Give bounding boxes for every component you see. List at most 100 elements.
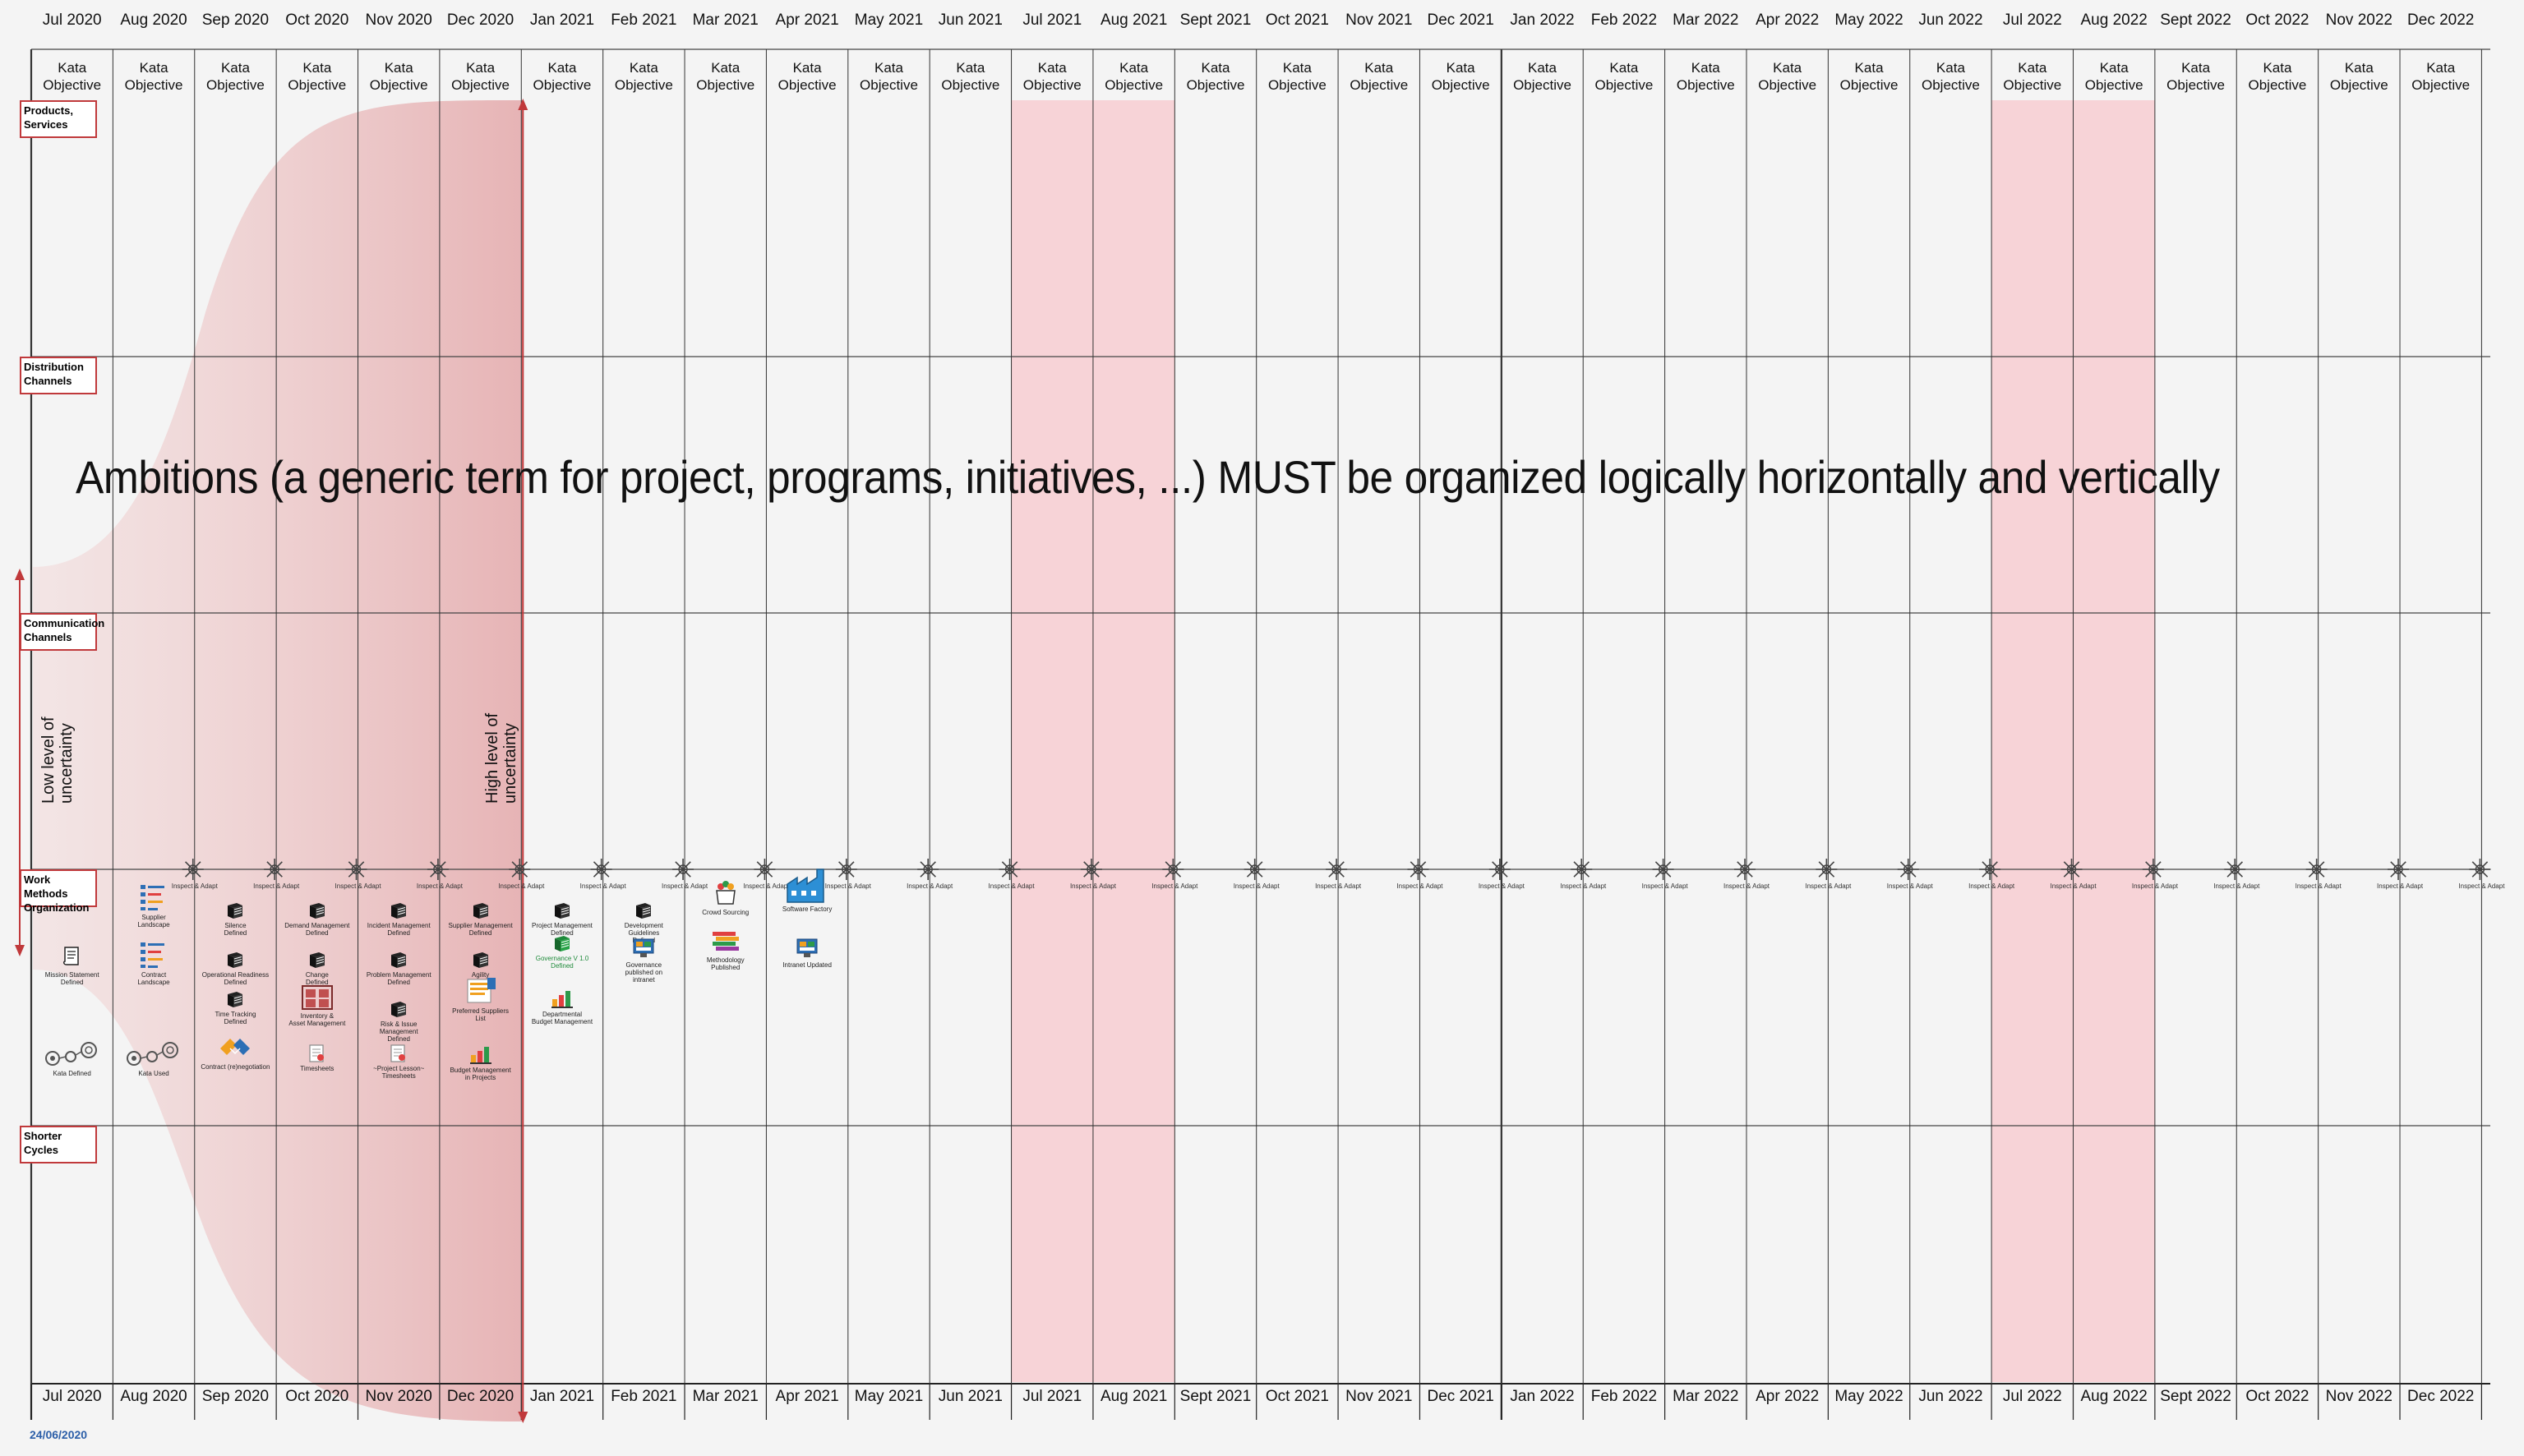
book-icon (225, 951, 245, 974)
milestone-label: Budget Management in Projects (450, 1067, 511, 1081)
inspect-adapt-icon (2305, 859, 2328, 880)
row-label: Products, Services (20, 100, 97, 138)
book-icon (389, 951, 408, 974)
month-header: Nov 2021 (1345, 12, 1413, 29)
milestone-label: Time Tracking Defined (215, 1011, 256, 1025)
kata-objective: Kata Objective (2166, 60, 2225, 93)
row-label: Communication Channels (20, 613, 104, 651)
inspect-adapt-label: Inspect & Adapt (662, 882, 708, 890)
month-header: Jan 2022 (1510, 12, 1575, 29)
month-footer: Aug 2022 (2080, 1388, 2148, 1405)
month-footer: May 2022 (1834, 1388, 1903, 1405)
month-footer: Jul 2022 (2002, 1388, 2062, 1405)
kata-objective: Kata Objective (2248, 60, 2307, 93)
month-footer: Jul 2021 (1022, 1388, 1082, 1405)
inspect-adapt-label: Inspect & Adapt (2458, 882, 2505, 890)
month-header: Aug 2022 (2080, 12, 2148, 29)
month-footer: Jan 2022 (1510, 1388, 1575, 1405)
inspect-adapt-label: Inspect & Adapt (2131, 882, 2178, 890)
inspect-adapt-icon (1326, 859, 1348, 880)
milestone-label: Risk & Issue Management Defined (379, 1021, 418, 1043)
month-header: Dec 2021 (1427, 12, 1494, 29)
month-header: Nov 2020 (365, 12, 432, 29)
inspect-adapt-icon (1162, 859, 1184, 880)
milestone-label: Departmental Budget Management (531, 1011, 593, 1025)
highlight-column (1011, 100, 1093, 1382)
month-footer: May 2021 (854, 1388, 924, 1405)
month-header: Feb 2021 (611, 12, 677, 29)
kata-objective: Kata Objective (696, 60, 755, 93)
inspect-adapt-icon (1080, 859, 1102, 880)
kata-objective: Kata Objective (1105, 60, 1164, 93)
kata-objective: Kata Objective (43, 60, 102, 93)
month-header: Oct 2022 (2245, 12, 2309, 29)
inspect-adapt-icon (590, 859, 612, 880)
inspect-adapt-icon (1816, 859, 1838, 880)
kata-objective: Kata Objective (1594, 60, 1654, 93)
kata-objective: Kata Objective (1022, 60, 1082, 93)
month-footer: Nov 2020 (365, 1388, 432, 1405)
inspect-adapt-icon (1897, 859, 1919, 880)
inspect-adapt-icon (917, 859, 939, 880)
book-icon (552, 902, 572, 924)
book-icon (389, 1001, 408, 1023)
low-uncertainty-label: Low level of uncertainty (39, 716, 76, 804)
row-label: Shorter Cycles (20, 1126, 97, 1163)
timesheet-icon (389, 1044, 408, 1067)
inspect-adapt-label: Inspect & Adapt (1805, 882, 1852, 890)
kata-objective: Kata Objective (2329, 60, 2388, 93)
inspect-adapt-icon (999, 859, 1021, 880)
month-header: Jun 2021 (938, 12, 1003, 29)
list-icon (463, 976, 499, 1010)
inspect-adapt-icon (835, 859, 857, 880)
inspect-adapt-label: Inspect & Adapt (1723, 882, 1770, 890)
kata-objective: Kata Objective (533, 60, 592, 93)
checklist-icon (137, 940, 170, 974)
inspect-adapt-label: Inspect & Adapt (1315, 882, 1362, 890)
month-header: Apr 2021 (775, 12, 839, 29)
milestone-label: Operational Readiness Defined (201, 971, 270, 986)
highlight-column (1092, 100, 1175, 1382)
kata-objective: Kata Objective (1676, 60, 1735, 93)
month-header: Oct 2021 (1265, 12, 1329, 29)
inspect-adapt-icon (1488, 859, 1511, 880)
book-icon (225, 991, 245, 1013)
kata-objective: Kata Objective (369, 60, 428, 93)
month-footer: Dec 2020 (446, 1388, 514, 1405)
month-header: Mar 2021 (692, 12, 759, 29)
inspect-adapt-label: Inspect & Adapt (2213, 882, 2260, 890)
inspect-adapt-icon (1407, 859, 1429, 880)
inspect-adapt-icon (1571, 859, 1593, 880)
inspect-adapt-icon (1979, 859, 2001, 880)
month-header: Jul 2020 (42, 12, 102, 29)
month-footer: Apr 2022 (1756, 1388, 1820, 1405)
inspect-adapt-label: Inspect & Adapt (579, 882, 626, 890)
inspect-adapt-label: Inspect & Adapt (743, 882, 790, 890)
month-header: May 2022 (1834, 12, 1903, 29)
kata-objective: Kata Objective (206, 60, 265, 93)
inspect-adapt-label: Inspect & Adapt (1968, 882, 2015, 890)
kata-objective: Kata Objective (1350, 60, 1409, 93)
inspect-adapt-label: Inspect & Adapt (1069, 882, 1116, 890)
timesheet-icon (307, 1044, 327, 1067)
budget-icon (468, 1044, 493, 1069)
arrowhead-up (15, 569, 25, 580)
inspect-adapt-label: Inspect & Adapt (1478, 882, 1525, 890)
inspect-adapt-label: Inspect & Adapt (1641, 882, 1688, 890)
inspect-adapt-icon (2388, 859, 2410, 880)
month-header: Apr 2022 (1756, 12, 1820, 29)
headline: Ambitions (a generic term for project, p… (76, 451, 2220, 503)
month-footer: Oct 2022 (2245, 1388, 2309, 1405)
milestone-label: Kata Defined (53, 1070, 91, 1077)
month-header: Jan 2021 (529, 12, 595, 29)
document-icon (60, 945, 85, 974)
kata-objective: Kata Objective (2084, 60, 2143, 93)
arrowhead-down (518, 1412, 528, 1423)
inspect-adapt-icon (345, 859, 367, 880)
milestone-label: Governance published on intranet (625, 961, 663, 984)
month-footer: Feb 2021 (611, 1388, 677, 1405)
month-header: Jul 2021 (1022, 12, 1082, 29)
milestone-label: Project Management Defined (532, 922, 593, 937)
month-footer: Sep 2020 (201, 1388, 270, 1405)
